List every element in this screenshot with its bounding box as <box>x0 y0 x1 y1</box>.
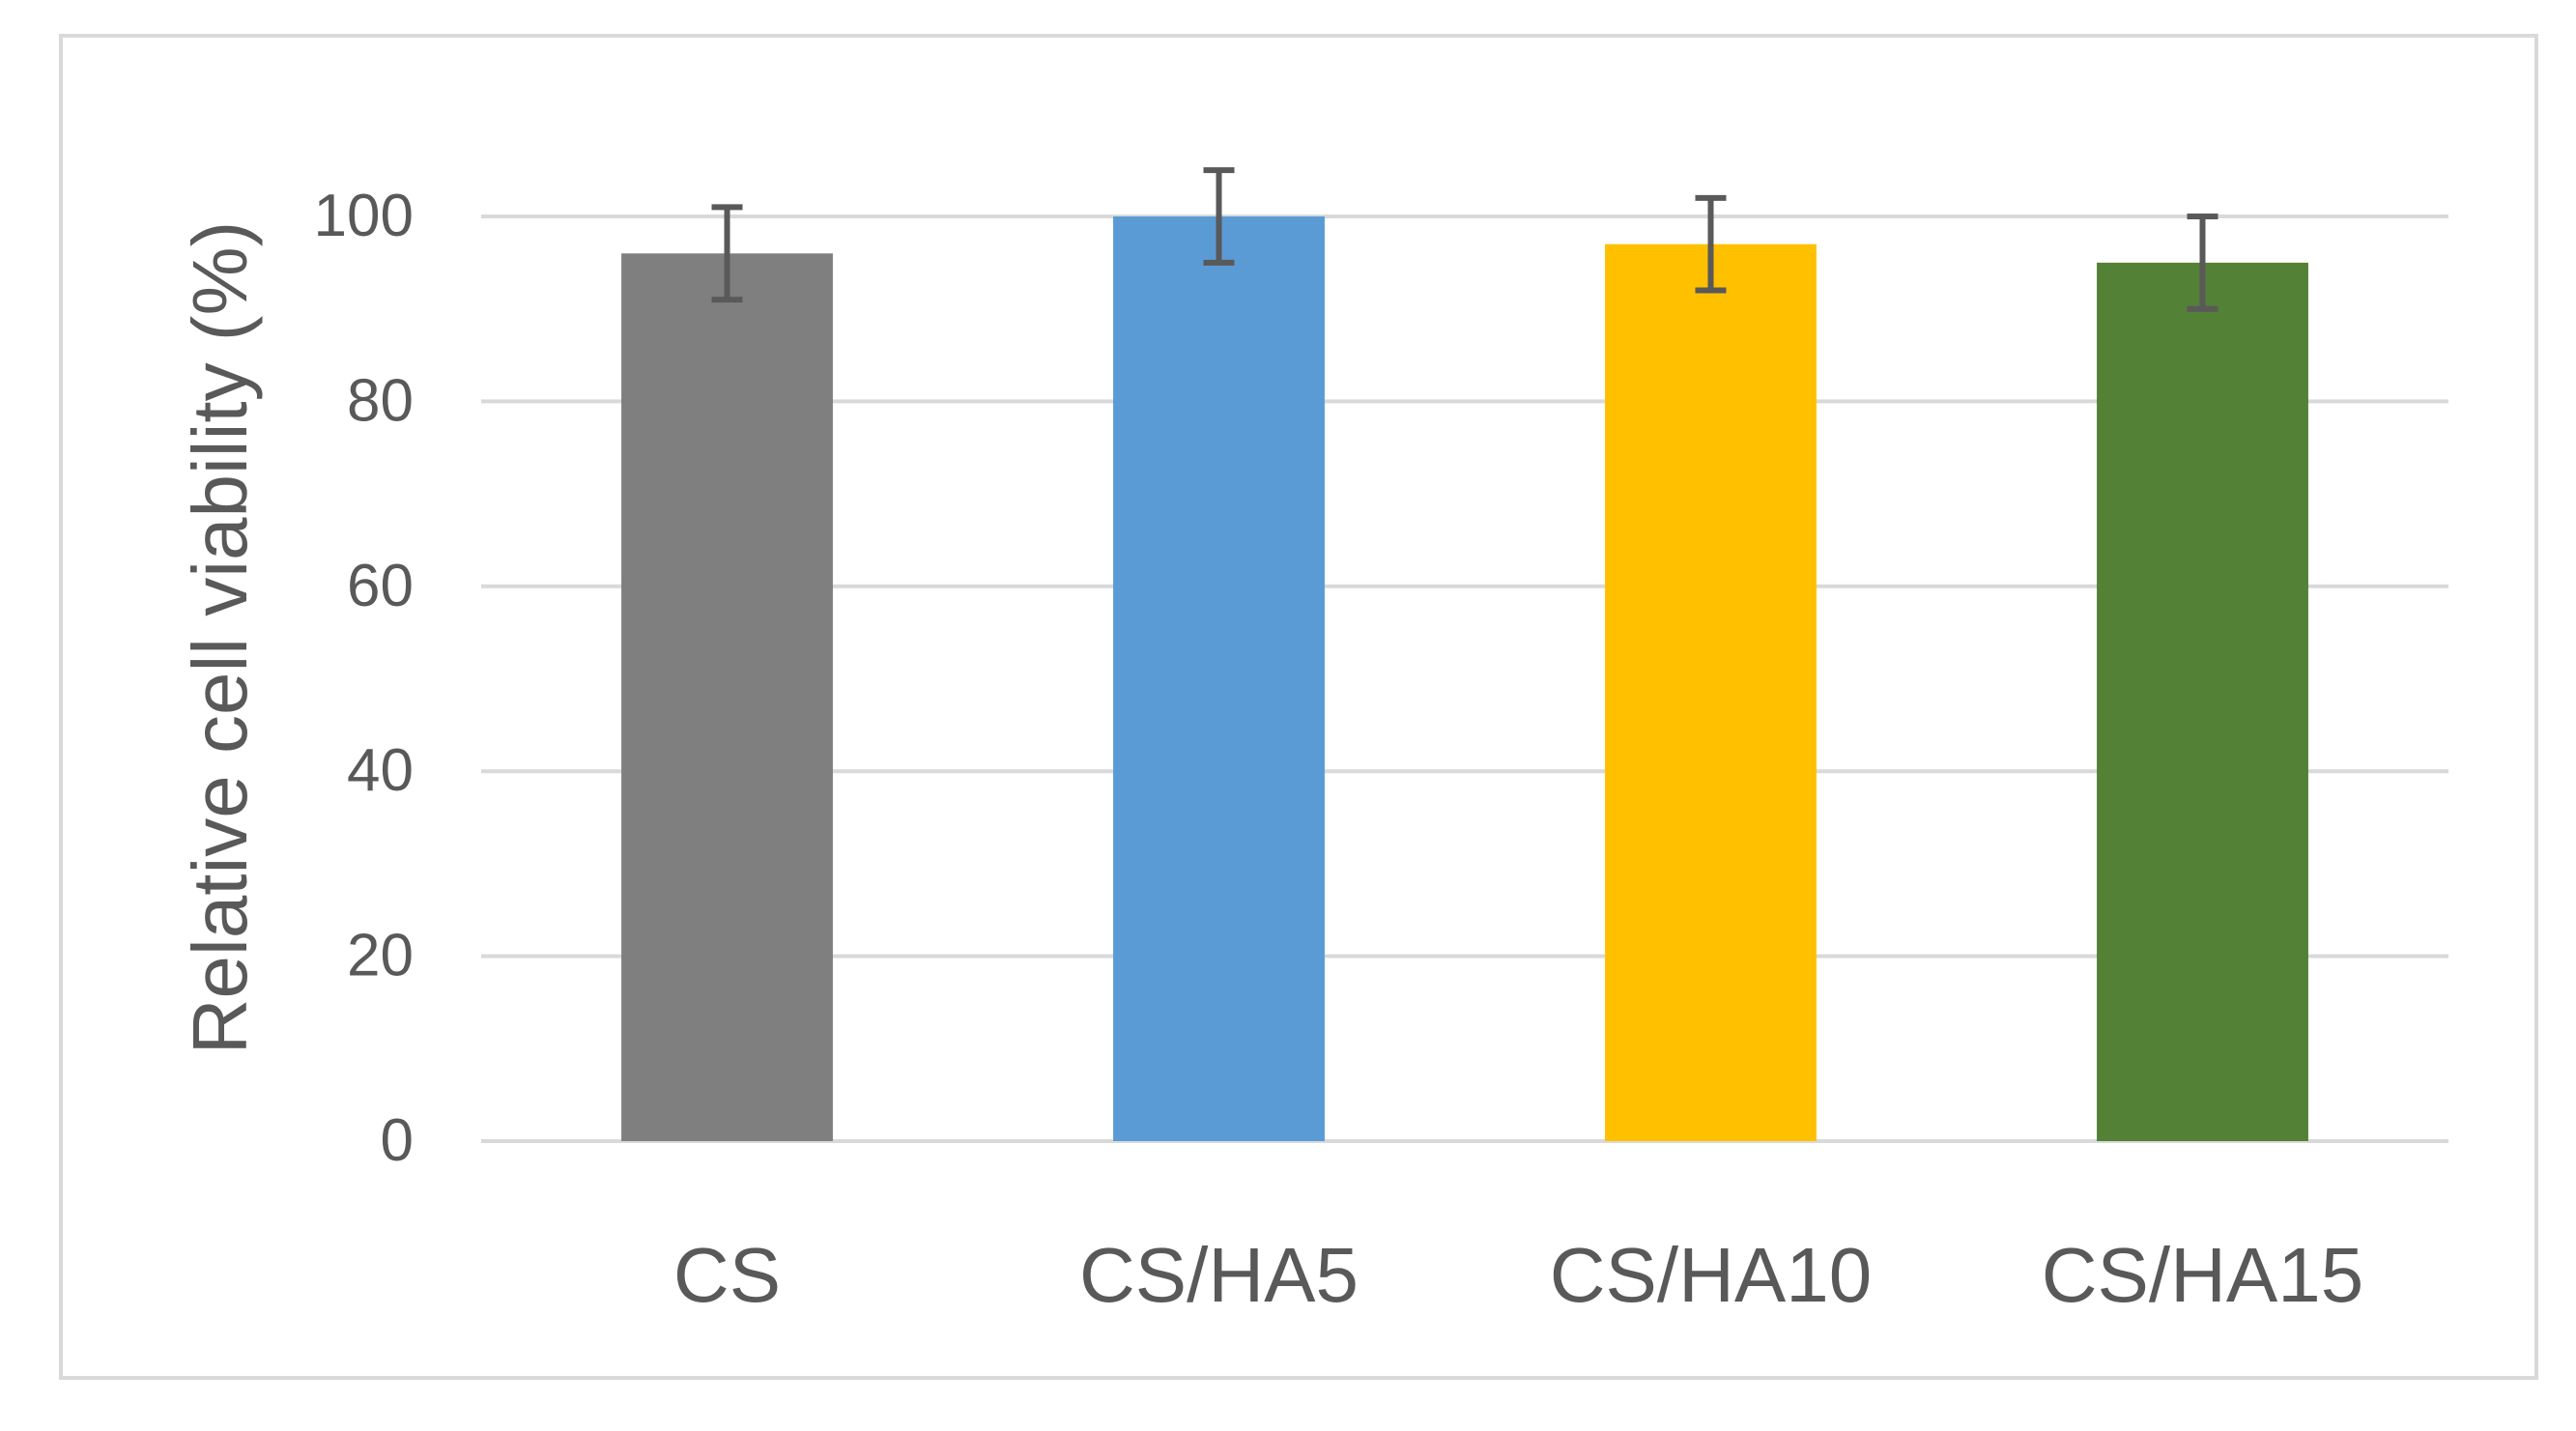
error-bar <box>1695 194 1727 294</box>
y-tick-label: 80 <box>347 367 414 434</box>
y-axis-title: Relative cell viability (%) <box>177 221 263 1054</box>
x-tick-label: CS/HA5 <box>1079 1232 1359 1318</box>
error-bar <box>1203 167 1235 266</box>
y-tick-label: 100 <box>314 183 414 249</box>
bar <box>621 253 833 1141</box>
error-bar <box>2187 214 2218 312</box>
x-axis-ticks: CS CS/HA5 CS/HA10 CS/HA15 <box>673 1232 2363 1318</box>
error-bars <box>711 167 2218 312</box>
bar <box>1605 243 1817 1141</box>
bar <box>1113 216 1325 1141</box>
y-tick-label: 0 <box>381 1107 414 1174</box>
error-bar <box>711 204 743 303</box>
y-tick-label: 60 <box>347 553 414 619</box>
bar <box>2097 262 2308 1142</box>
x-tick-label: CS/HA15 <box>2042 1232 2363 1318</box>
bars <box>621 216 2308 1142</box>
x-tick-label: CS/HA10 <box>1550 1232 1872 1318</box>
x-tick-label: CS <box>673 1232 781 1318</box>
y-tick-label: 40 <box>347 737 414 804</box>
y-axis-ticks: 0 20 40 60 80 100 <box>314 183 414 1174</box>
y-tick-label: 20 <box>347 923 414 989</box>
